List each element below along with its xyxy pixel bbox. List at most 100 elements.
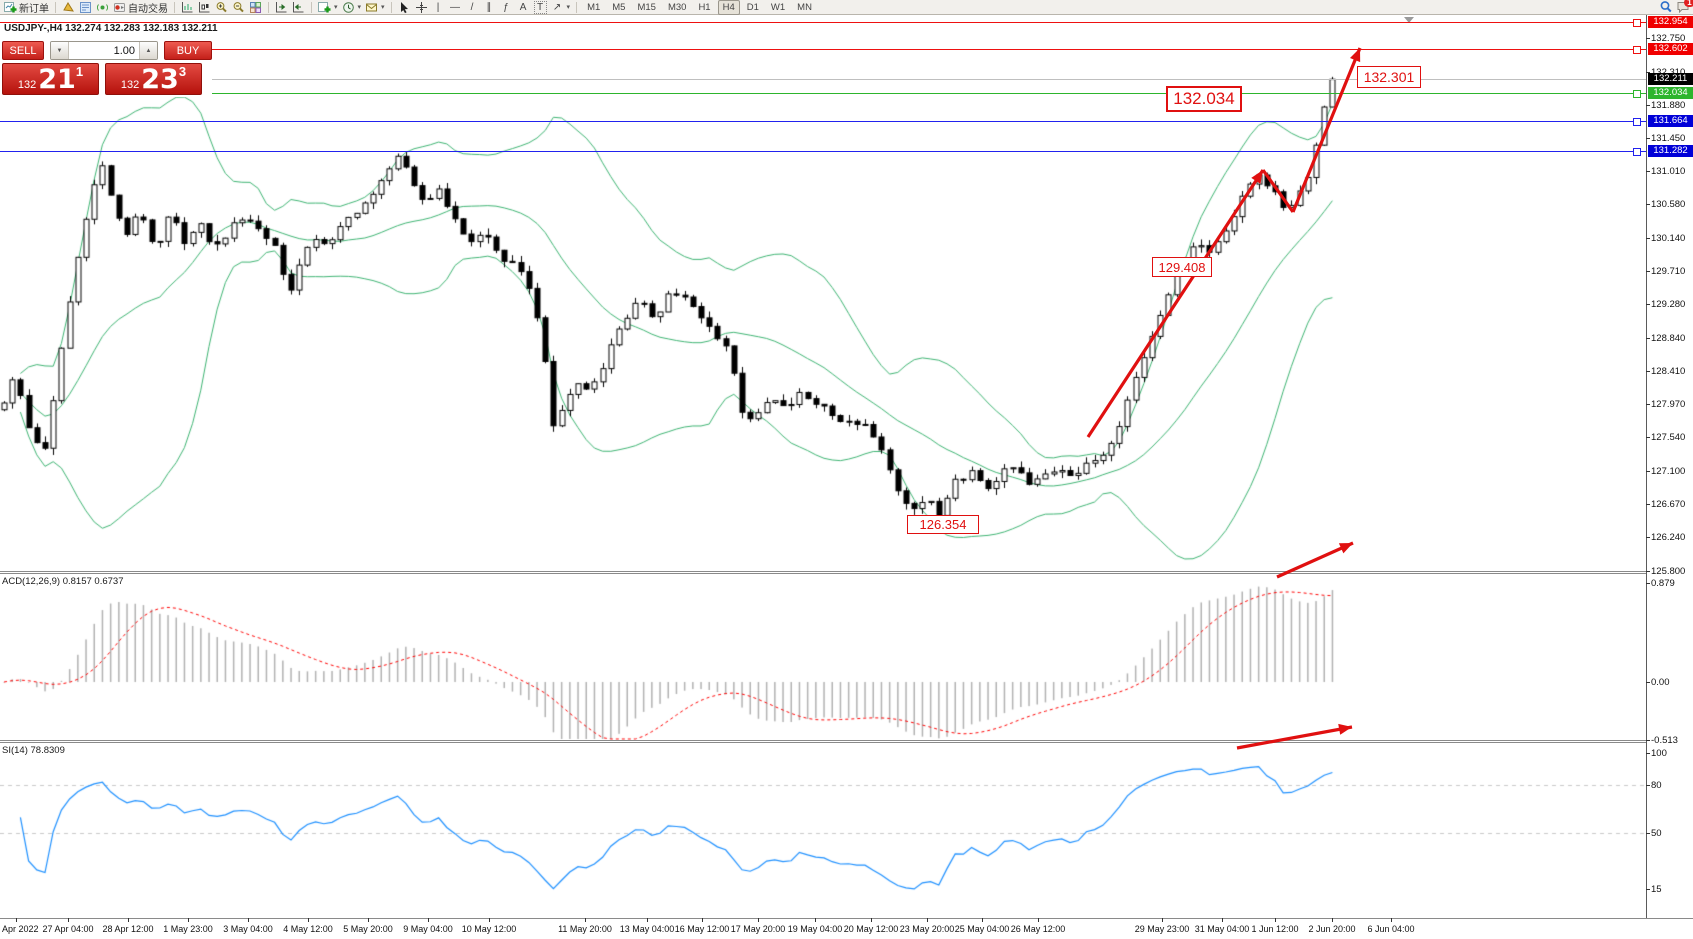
price-axis[interactable] <box>1646 15 1647 918</box>
horizontal-line-tool-button[interactable]: — <box>447 0 464 14</box>
pane-separator[interactable] <box>0 742 1646 743</box>
periods-button[interactable]: ▾ <box>340 0 364 14</box>
price-line[interactable] <box>0 93 1646 94</box>
sell-button[interactable]: SELL <box>2 41 44 60</box>
sound-icon <box>96 1 109 14</box>
price-tickmark <box>1646 138 1650 139</box>
text-tool-button[interactable]: A <box>515 0 532 14</box>
price-line[interactable] <box>0 121 1646 122</box>
volume-increase-button[interactable]: ▲ <box>139 42 157 59</box>
chat-button[interactable]: 1 <box>1674 0 1693 14</box>
price-annotation[interactable]: 132.301 <box>1357 66 1421 88</box>
chart-shift-icon <box>292 1 305 14</box>
fibonacci-icon: ƒ <box>503 1 509 13</box>
timeframe-m1[interactable]: M1 <box>587 1 601 13</box>
price-tick-label: 128.410 <box>1651 365 1686 377</box>
bar-chart-icon <box>181 1 194 14</box>
volume-input[interactable]: 1.00 <box>113 44 135 57</box>
time-tickmark <box>815 918 816 922</box>
price-badge: 132.954 <box>1648 16 1693 28</box>
price-tick-label: 127.540 <box>1651 432 1686 444</box>
price-line[interactable] <box>0 22 1646 23</box>
sound-button[interactable] <box>94 0 111 14</box>
price-annotation[interactable]: 126.354 <box>907 515 979 534</box>
rsi-indicator-label: SI(14) 78.8309 <box>2 745 65 756</box>
new-order-button[interactable]: 新订单 <box>2 0 51 15</box>
price-line-handle[interactable] <box>1633 118 1641 126</box>
timeframe-h1[interactable]: H1 <box>698 1 711 13</box>
toolbar-separator <box>390 1 392 13</box>
price-line[interactable] <box>0 151 1646 152</box>
price-line-handle[interactable] <box>1633 90 1641 98</box>
time-axis-label: 17 May 20:00 <box>730 924 786 934</box>
indicators-icon <box>318 1 331 14</box>
timeframe-mn[interactable]: MN <box>797 1 812 13</box>
vertical-line-tool-button[interactable]: | <box>430 0 447 14</box>
fibonacci-tool-button[interactable]: ƒ <box>498 0 515 14</box>
time-axis-label: 20 May 12:00 <box>843 924 899 934</box>
templates-button[interactable]: ▾ <box>363 0 387 14</box>
trendline-tool-button[interactable]: / <box>464 0 481 14</box>
ask-price-button[interactable]: 132 23 3 <box>105 63 202 95</box>
pane-separator[interactable] <box>0 571 1646 572</box>
tile-windows-button[interactable] <box>247 0 264 14</box>
data-window-button[interactable] <box>77 0 94 14</box>
timeframe-d1[interactable]: D1 <box>746 1 759 13</box>
crosshair-tool-button[interactable] <box>413 0 430 14</box>
time-axis-label: 10 May 12:00 <box>461 924 517 934</box>
zoom-in-button[interactable] <box>213 0 230 14</box>
timeframe-m15[interactable]: M15 <box>637 1 656 13</box>
autotrading-label: 自动交易 <box>128 3 168 15</box>
time-tickmark <box>871 918 872 922</box>
rsi-tickmark <box>1646 785 1650 786</box>
time-tickmark <box>647 918 648 922</box>
time-tickmark <box>1275 918 1276 922</box>
pane-separator[interactable] <box>0 740 1646 741</box>
volume-decrease-button[interactable]: ▼ <box>51 42 69 59</box>
price-line[interactable] <box>0 49 1646 50</box>
candlestick-chart-button[interactable] <box>196 0 213 14</box>
price-line-handle[interactable] <box>1633 148 1641 156</box>
price-line[interactable] <box>0 79 1646 80</box>
time-tickmark <box>585 918 586 922</box>
chart-shift-button[interactable] <box>290 0 307 14</box>
price-line-handle[interactable] <box>1633 19 1641 27</box>
macd-tickmark <box>1646 740 1650 741</box>
time-axis-line[interactable] <box>0 918 1693 919</box>
toolbar: 新订单 自动交易 <box>0 0 1693 15</box>
search-button[interactable] <box>1657 0 1674 14</box>
bar-chart-button[interactable] <box>179 0 196 14</box>
time-axis-label: 27 Apr 04:00 <box>42 924 94 934</box>
chart-shift-marker[interactable] <box>1404 17 1414 23</box>
timeframe-m5[interactable]: M5 <box>612 1 626 13</box>
time-tickmark <box>1222 918 1223 922</box>
time-tickmark <box>489 918 490 922</box>
autotrading-icon <box>113 1 126 14</box>
price-tickmark <box>1646 105 1650 106</box>
cursor-tool-button[interactable] <box>396 0 413 14</box>
price-tickmark <box>1646 371 1650 372</box>
time-tickmark <box>702 918 703 922</box>
price-tick-label: 129.280 <box>1651 298 1686 310</box>
bid-price-button[interactable]: 132 21 1 <box>2 63 99 95</box>
channel-tool-button[interactable]: ∥ <box>481 0 498 14</box>
buy-button[interactable]: BUY <box>164 41 212 60</box>
autoscroll-button[interactable] <box>273 0 290 14</box>
price-line-handle[interactable] <box>1633 46 1641 54</box>
market-watch-button[interactable] <box>60 0 77 14</box>
dropdown-caret: ▾ <box>334 4 338 11</box>
price-annotation[interactable]: 129.408 <box>1152 257 1212 277</box>
zoom-out-button[interactable] <box>230 0 247 14</box>
timeframe-h4[interactable]: H4 <box>717 0 740 15</box>
autotrading-button[interactable]: 自动交易 <box>111 0 170 15</box>
timeframe-w1[interactable]: W1 <box>770 1 786 13</box>
time-tickmark <box>1332 918 1333 922</box>
period-clock-icon <box>342 1 355 14</box>
timeframe-m30[interactable]: M30 <box>667 1 687 13</box>
label-tool-button[interactable]: T <box>532 0 549 14</box>
indicators-button[interactable]: ▾ <box>316 0 340 14</box>
arrows-tool-button[interactable]: ↗ ▾ <box>549 0 573 14</box>
price-annotation[interactable]: 132.034 <box>1166 86 1242 112</box>
pane-separator[interactable] <box>0 573 1646 574</box>
